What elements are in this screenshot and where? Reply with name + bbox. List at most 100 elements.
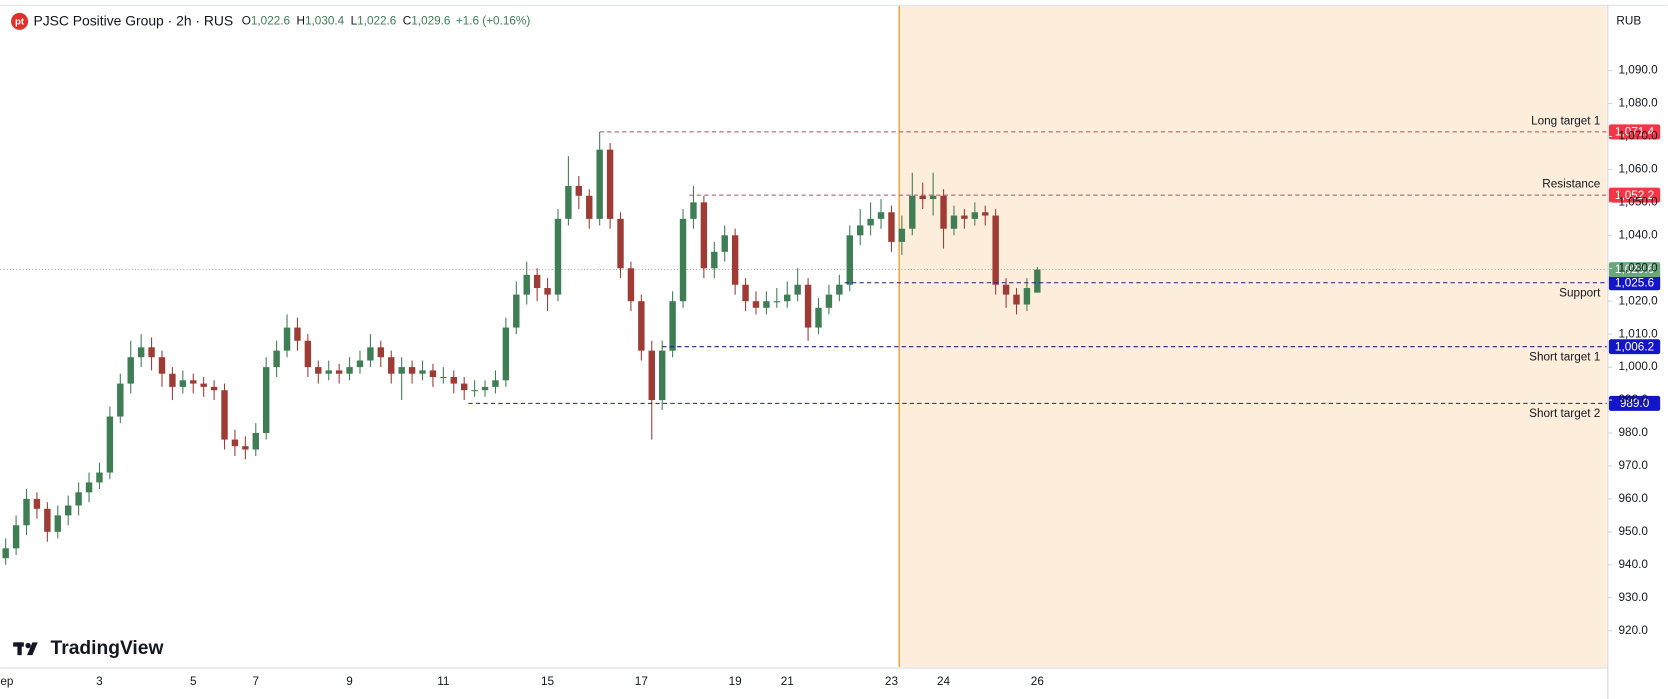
candle-body [752, 301, 760, 308]
candle-body [836, 284, 843, 295]
candle-body [252, 433, 259, 450]
overlay: Long target 1 1,071.4 Resistance 1,052.2 Sup… [468, 114, 1661, 420]
candle-body [481, 386, 489, 391]
candle-body [950, 215, 958, 229]
candle-body [784, 294, 791, 302]
brand: TradingView [51, 638, 164, 659]
candle-body [44, 508, 51, 532]
candle-body [262, 367, 270, 434]
candle-body [429, 370, 437, 377]
candle-body [648, 350, 655, 401]
legend-value: 1,030.4 [305, 14, 345, 27]
candle-body [398, 367, 405, 374]
candle-body [909, 195, 916, 229]
candle-body [388, 357, 395, 374]
candle-body [450, 376, 457, 384]
candle-body [773, 301, 781, 303]
candle-body [367, 347, 374, 361]
level-tag [1608, 275, 1661, 291]
candle-body [460, 383, 468, 391]
level-tag [1608, 187, 1661, 203]
candle-body [825, 294, 833, 308]
x-tick-label: 7 [253, 675, 260, 688]
candle-body [231, 439, 239, 447]
candle-body [33, 498, 41, 509]
candle-body [1034, 269, 1041, 293]
y-tick-label: 1,090.0 [1619, 64, 1659, 77]
candle-body [940, 195, 947, 229]
level-tag-label: 1,025.6 [1615, 276, 1655, 289]
candle-body [419, 370, 426, 374]
candle-body [85, 482, 93, 493]
legend-value: 1,022.6 [251, 14, 291, 27]
candle-body [961, 215, 968, 219]
x-tick-label: 11 [437, 675, 449, 688]
y-tick-label: 930.0 [1619, 591, 1649, 604]
x-tick-label: 21 [781, 675, 794, 688]
header: PJSC Positive Group · 2h · RUS O1,022.6 H1… [33, 12, 530, 28]
y-tick-label: 1,070.0 [1619, 130, 1659, 143]
candle-body [221, 390, 228, 440]
x-tick-label: 15 [541, 675, 555, 688]
current-price-label: 1,029.6 [1615, 263, 1655, 276]
candle-body [898, 228, 906, 242]
level-name: Short target 1 [1529, 350, 1600, 363]
candle-body [304, 340, 312, 368]
candle-body [148, 347, 155, 358]
x-tick-label: 19 [729, 675, 742, 688]
candle-body [554, 218, 562, 295]
legend-key: L [351, 14, 358, 27]
level-tag [1608, 339, 1661, 355]
y-tick-label: 1,020.0 [1619, 294, 1659, 307]
candle-body [627, 268, 635, 302]
y-tick-label: 920.0 [1619, 624, 1649, 637]
level-name: Resistance [1542, 178, 1601, 191]
candle-body [617, 218, 624, 269]
x-tick-label: 23 [885, 675, 899, 688]
candle-body [1002, 284, 1010, 295]
candle-body [356, 360, 364, 368]
y-tick-label: 1,030.0 [1619, 261, 1659, 274]
x-tick-label: ep [0, 675, 14, 688]
level-tag-label: 1,071.4 [1615, 126, 1655, 139]
candle-body [742, 284, 749, 302]
legend-key: C [403, 14, 412, 27]
highlight-region [899, 5, 1607, 667]
current-price-tag [1608, 262, 1661, 278]
candle-body [210, 386, 218, 391]
logo-stem [17, 642, 22, 656]
legend-change: +1.6 (+0.16%) [456, 14, 531, 27]
candle-body [575, 185, 583, 196]
candle-body [54, 515, 61, 532]
y-tick-label: 950.0 [1619, 525, 1649, 538]
y-tick-label: 1,040.0 [1619, 228, 1659, 241]
y-tick-label: 970.0 [1619, 459, 1649, 472]
candle-body [919, 195, 926, 200]
candle-body [856, 225, 864, 236]
legend-key: O [242, 14, 251, 27]
level-name: Short target 2 [1529, 407, 1600, 420]
candle-body [888, 212, 895, 242]
candle-body [294, 327, 301, 341]
candle-body [408, 367, 416, 374]
candle-body [804, 284, 812, 328]
candle-body [606, 149, 614, 219]
candle-body [711, 251, 718, 269]
symbol-logo-text: pt [15, 16, 25, 27]
candle-body [23, 498, 30, 526]
candle-body [523, 274, 530, 295]
candle-body [117, 383, 124, 417]
x-tick-label: 3 [96, 675, 103, 688]
candle-body [492, 380, 499, 387]
y-tick-label: 1,060.0 [1619, 163, 1659, 176]
logo-dot [25, 642, 31, 649]
candle-body [273, 350, 280, 368]
candle-body [565, 185, 572, 219]
y-tick-label: 980.0 [1619, 426, 1649, 439]
candle-body [867, 218, 874, 226]
candle-body [700, 202, 708, 269]
y-tick-label: 1,010.0 [1619, 327, 1659, 340]
candle-body [533, 274, 541, 289]
candle-body [283, 327, 291, 351]
